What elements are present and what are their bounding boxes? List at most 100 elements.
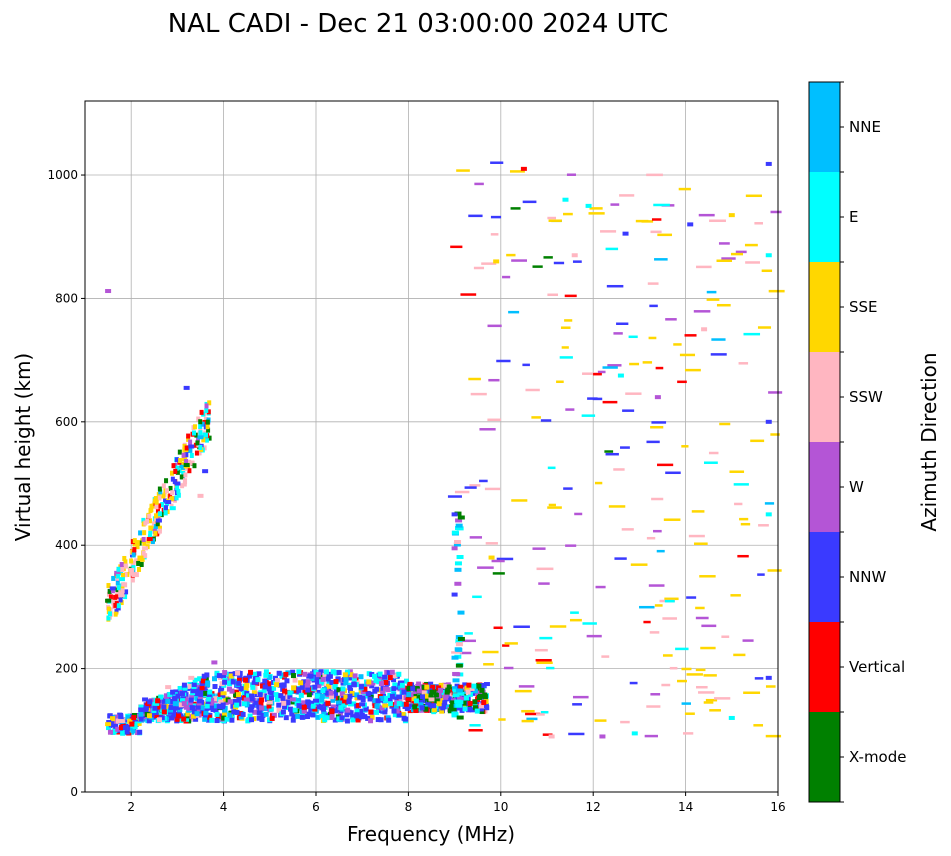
- echo-point: [767, 569, 782, 572]
- echo-point: [465, 698, 471, 704]
- echo-point: [210, 706, 216, 712]
- echo-point: [171, 708, 177, 714]
- echo-point: [163, 510, 168, 516]
- echo-point: [539, 636, 553, 640]
- echo-point: [449, 695, 455, 701]
- echo-point: [186, 705, 192, 711]
- echo-point: [261, 693, 267, 699]
- echo-point: [394, 708, 400, 714]
- echo-point: [134, 558, 139, 564]
- echo-point: [107, 588, 112, 594]
- echo-point: [289, 711, 295, 717]
- echo-point: [188, 439, 193, 445]
- echo-point: [340, 680, 346, 686]
- echo-point: [695, 668, 706, 672]
- echo-point: [124, 729, 130, 735]
- echo-point: [354, 712, 360, 718]
- echo-point: [502, 275, 511, 279]
- echo-point: [312, 706, 318, 712]
- echo-point: [595, 585, 606, 589]
- echo-point: [191, 430, 196, 436]
- echo-point: [266, 674, 272, 680]
- echo-point: [342, 672, 348, 678]
- echo-point: [401, 715, 407, 721]
- echo-point: [244, 682, 250, 688]
- echo-point: [339, 691, 345, 697]
- echo-point: [135, 540, 140, 546]
- echo-point: [661, 683, 671, 687]
- echo-point: [477, 566, 494, 569]
- echo-point: [570, 611, 579, 614]
- echo-point: [451, 651, 463, 654]
- echo-point: [263, 672, 269, 678]
- echo-point: [372, 688, 378, 694]
- echo-point: [374, 709, 380, 715]
- echo-point: [312, 684, 318, 690]
- echo-point: [131, 561, 136, 567]
- echo-point: [418, 702, 424, 708]
- echo-point: [451, 655, 459, 660]
- echo-point: [261, 688, 267, 694]
- echo-point: [124, 589, 129, 595]
- echo-point: [728, 715, 735, 720]
- echo-point: [733, 483, 749, 486]
- echo-point: [413, 708, 419, 714]
- echo-point: [116, 566, 121, 572]
- echo-point: [548, 219, 562, 222]
- echo-point: [394, 700, 400, 706]
- echo-point: [387, 701, 393, 707]
- echo-point: [468, 729, 483, 732]
- echo-point: [613, 332, 623, 335]
- echo-point: [677, 679, 687, 683]
- x-tick-label: 2: [127, 800, 135, 814]
- echo-point: [451, 512, 458, 517]
- echo-point: [739, 517, 749, 521]
- echo-point: [445, 687, 451, 693]
- echo-point: [282, 704, 288, 710]
- echo-point: [484, 705, 490, 711]
- echo-point: [461, 639, 476, 643]
- echo-point: [241, 701, 247, 707]
- echo-point: [657, 463, 674, 467]
- echo-point: [678, 187, 691, 191]
- echo-point: [274, 696, 280, 702]
- echo-point: [165, 685, 172, 690]
- echo-point: [188, 697, 194, 703]
- echo-point: [536, 661, 553, 665]
- echo-point: [547, 216, 557, 220]
- echo-point: [285, 700, 291, 706]
- echo-point: [138, 707, 144, 713]
- echo-point: [157, 525, 162, 531]
- echo-point: [535, 658, 552, 662]
- echo-point: [423, 693, 429, 699]
- echo-point: [119, 570, 124, 576]
- echo-point: [606, 284, 624, 288]
- echo-point: [509, 170, 525, 173]
- echo-point: [345, 669, 351, 675]
- echo-point: [635, 219, 649, 223]
- echo-point: [594, 719, 607, 722]
- echo-point: [374, 703, 380, 709]
- echo-point: [542, 733, 553, 736]
- echo-point: [316, 689, 322, 695]
- echo-point: [386, 670, 392, 676]
- echo-point: [729, 470, 745, 473]
- echo-point: [649, 631, 660, 634]
- x-tick-label: 12: [586, 800, 601, 814]
- echo-point: [169, 470, 174, 476]
- echo-point: [619, 194, 635, 197]
- echo-point: [510, 207, 521, 210]
- echo-point: [182, 685, 188, 691]
- echo-point: [379, 705, 385, 711]
- echo-point: [308, 707, 314, 713]
- echo-point: [208, 700, 214, 706]
- echo-point: [115, 726, 121, 732]
- echo-point: [490, 215, 502, 219]
- echo-point: [629, 362, 640, 366]
- echo-point: [472, 699, 478, 705]
- echo-point: [115, 580, 120, 586]
- echo-point: [433, 692, 439, 698]
- echo-point: [234, 709, 240, 715]
- echo-point: [301, 700, 307, 706]
- echo-point: [469, 484, 481, 487]
